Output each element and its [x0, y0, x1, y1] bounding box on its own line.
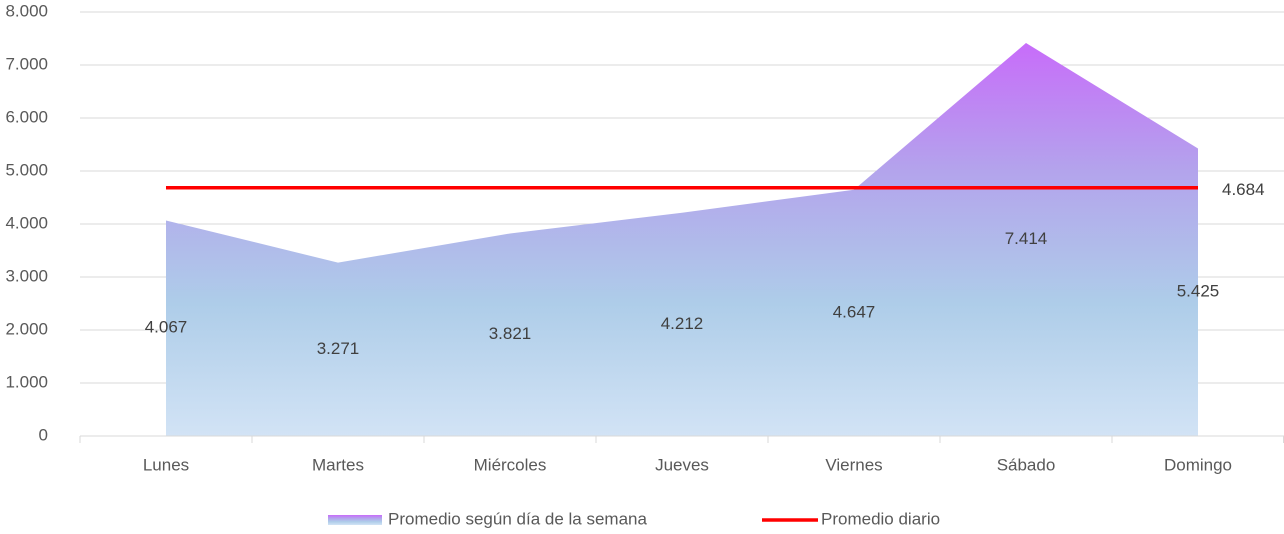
x-tick-label: Jueves [655, 455, 709, 474]
legend-label: Promedio diario [821, 509, 940, 528]
data-label: 5.425 [1177, 282, 1220, 301]
x-tick-label: Domingo [1164, 455, 1232, 474]
data-label: 4.647 [833, 302, 876, 321]
y-tick-label: 6.000 [5, 107, 48, 126]
y-tick-label: 1.000 [5, 372, 48, 391]
y-tick-label: 4.000 [5, 213, 48, 232]
y-tick-label: 2.000 [5, 319, 48, 338]
x-tick-label: Sábado [997, 455, 1056, 474]
y-tick-label: 3.000 [5, 266, 48, 285]
x-tick-label: Lunes [143, 455, 189, 474]
data-label: 3.821 [489, 324, 532, 343]
y-tick-label: 7.000 [5, 54, 48, 73]
x-tick-label: Miércoles [474, 455, 547, 474]
y-tick-label: 0 [39, 425, 48, 444]
y-tick-label: 5.000 [5, 160, 48, 179]
data-label: 4.684 [1222, 180, 1265, 199]
legend-label: Promedio según día de la semana [388, 509, 647, 528]
data-label: 7.414 [1005, 229, 1048, 248]
x-tick-label: Viernes [825, 455, 882, 474]
data-label: 3.271 [317, 339, 360, 358]
x-tick-label: Martes [312, 455, 364, 474]
y-tick-label: 8.000 [5, 1, 48, 20]
data-label: 4.067 [145, 318, 188, 337]
area [166, 43, 1198, 437]
legend-swatch [328, 515, 382, 525]
data-label: 4.212 [661, 314, 704, 333]
